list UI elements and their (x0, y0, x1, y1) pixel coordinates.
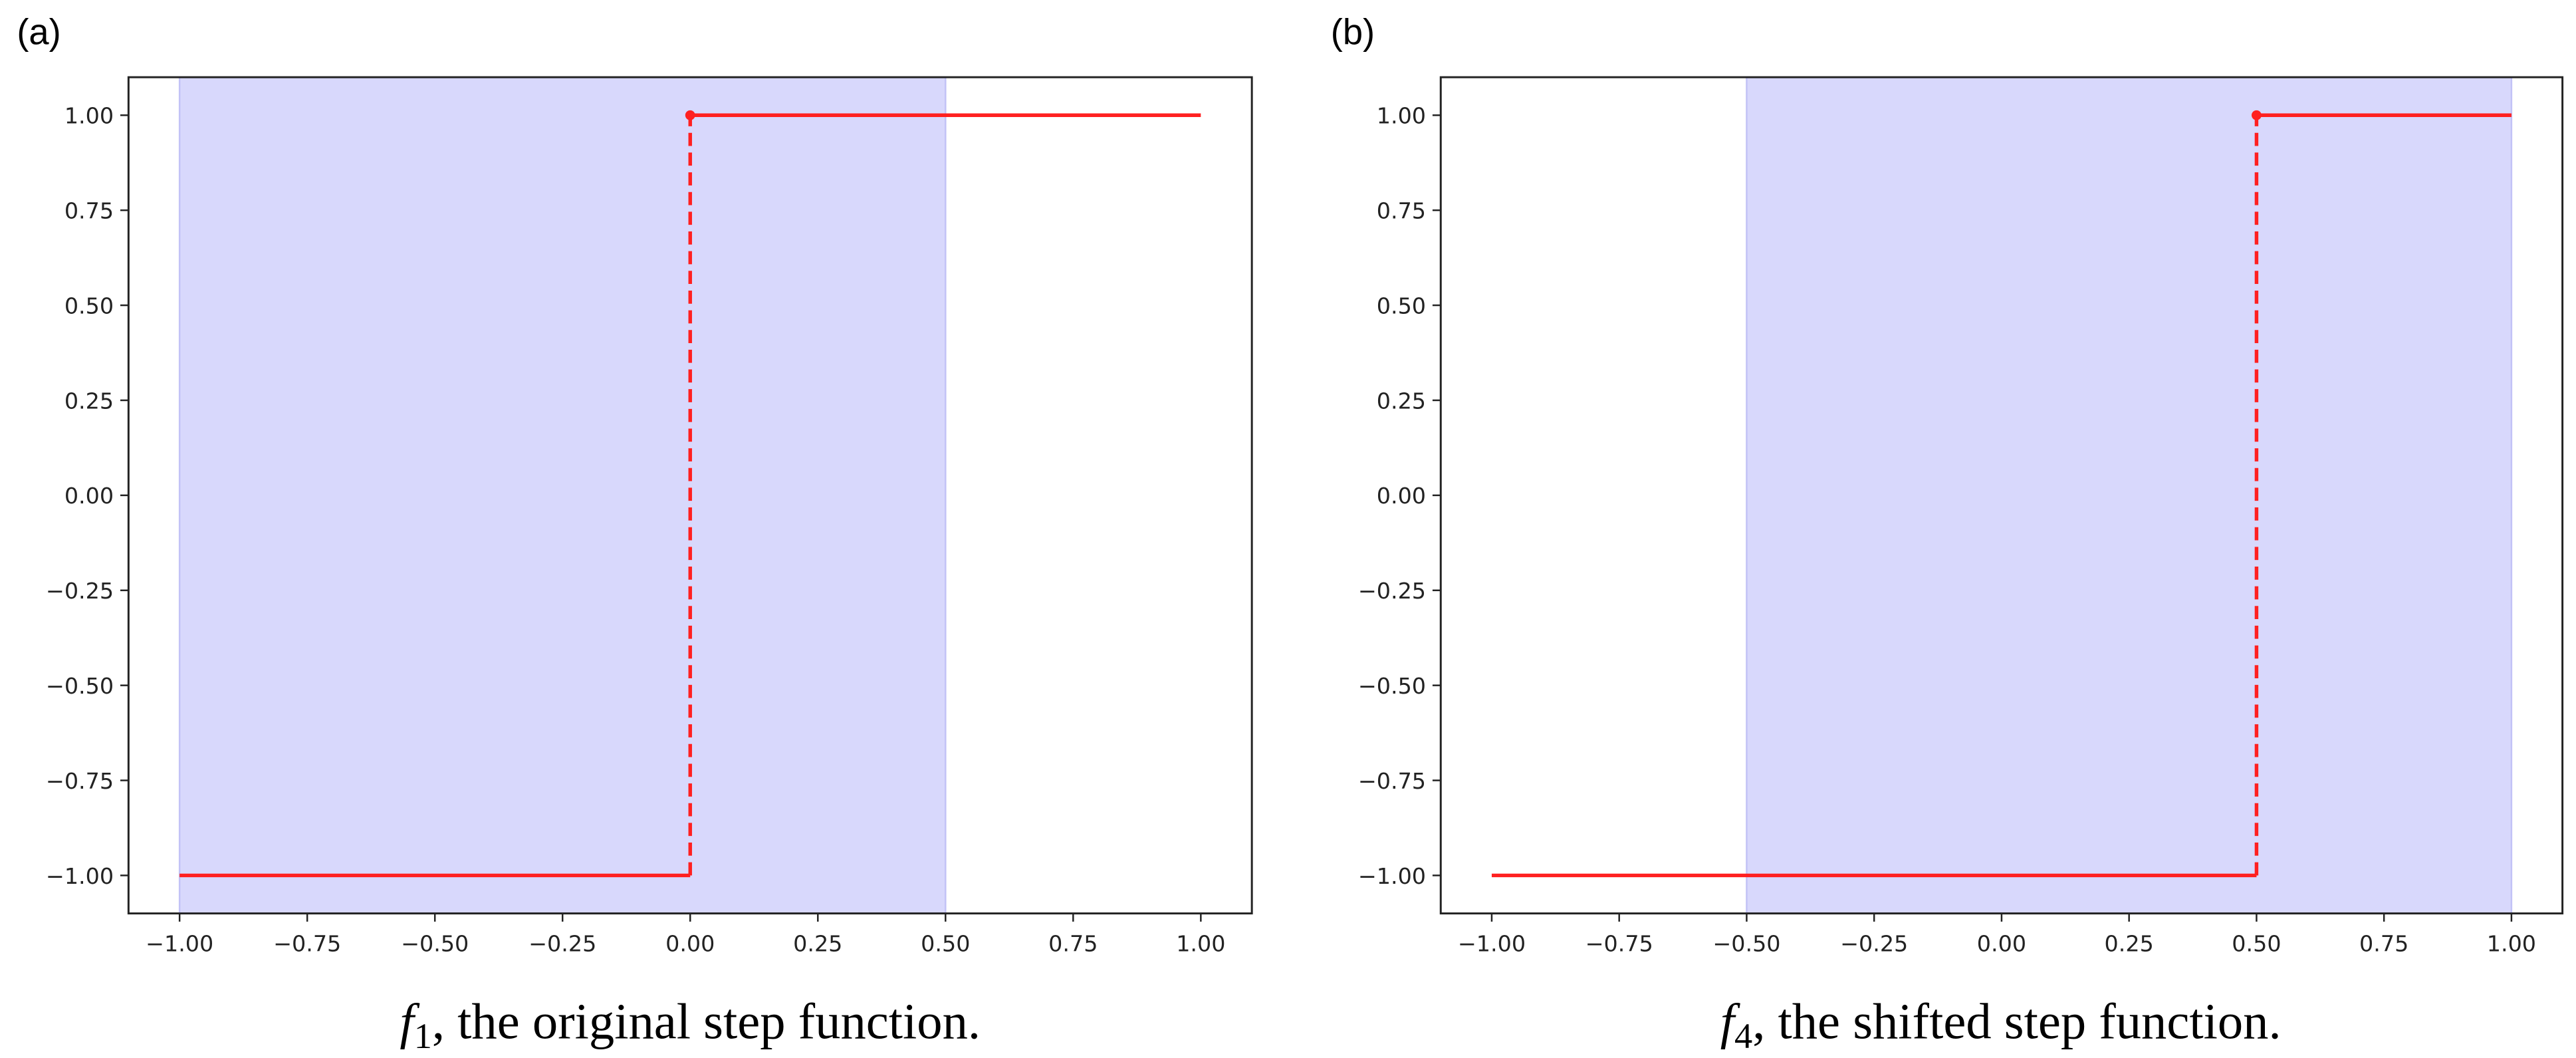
caption-subscript: 4 (1734, 1016, 1752, 1056)
y-tick-label: −0.75 (1358, 768, 1426, 794)
y-tick-label: −0.25 (1358, 578, 1426, 604)
x-tick-label: −1.00 (1458, 930, 1526, 956)
x-tick-label: 0.75 (2359, 930, 2408, 956)
caption: f4, the shifted step function. (1720, 993, 2282, 1056)
y-tick-label: 0.50 (64, 293, 114, 319)
y-tick-label: 1.00 (1377, 103, 1426, 129)
x-tick-label: 0.50 (921, 930, 970, 956)
caption-text: , the original step function. (432, 993, 981, 1049)
caption-subscript: 1 (414, 1016, 432, 1056)
y-tick-label: 0.50 (1377, 293, 1426, 319)
x-tick-label: 0.00 (665, 930, 715, 956)
closed-point-marker (2252, 110, 2262, 120)
x-tick-label: 0.00 (1977, 930, 2026, 956)
x-tick-label: −0.75 (273, 930, 341, 956)
y-tick-label: 0.00 (64, 483, 114, 509)
shaded-region (1746, 77, 2512, 914)
x-tick-label: 0.50 (2232, 930, 2281, 956)
x-tick-label: −0.75 (1585, 930, 1653, 956)
y-tick-label: 0.25 (64, 388, 114, 414)
y-tick-label: 0.00 (1377, 483, 1426, 509)
y-tick-label: −1.00 (1358, 863, 1426, 889)
x-tick-label: −0.50 (1712, 930, 1780, 956)
x-tick-label: 0.75 (1048, 930, 1098, 956)
y-tick-label: −0.50 (46, 673, 114, 699)
y-tick-label: 0.25 (1377, 388, 1426, 414)
panel-label: (b) (1331, 12, 1375, 53)
subplot-a: (a) −1.00 −0.75 −0.50 −0.25 0.00 0.25 0.50 0.75 1… (17, 12, 1253, 1056)
closed-point-marker (685, 110, 695, 120)
x-tick-label: 0.25 (2105, 930, 2154, 956)
y-tick-label: −0.75 (46, 768, 114, 794)
x-tick-label: −0.25 (528, 930, 596, 956)
y-tick-label: 0.75 (1377, 198, 1426, 224)
shaded-region (179, 77, 946, 914)
y-tick-label: −1.00 (46, 863, 114, 889)
x-tick-label: 0.25 (793, 930, 842, 956)
x-tick-label: −0.50 (401, 930, 469, 956)
x-tick-label: −1.00 (146, 930, 213, 956)
y-tick-label: −0.50 (1358, 673, 1426, 699)
caption: f1, the original step function. (400, 993, 981, 1056)
panel-label: (a) (17, 12, 60, 53)
y-tick-label: 1.00 (64, 103, 114, 129)
y-tick-label: −0.25 (46, 578, 114, 604)
x-tick-label: −0.25 (1840, 930, 1908, 956)
x-tick-label: 1.00 (2487, 930, 2536, 956)
y-tick-label: 0.75 (64, 198, 114, 224)
caption-text: , the shifted step function. (1752, 993, 2281, 1049)
x-tick-label: 1.00 (1176, 930, 1225, 956)
subplot-b: (b) −1.00 −0.75 −0.50 −0.25 0.00 0.25 0.50 0.75 1… (1331, 12, 2564, 1056)
